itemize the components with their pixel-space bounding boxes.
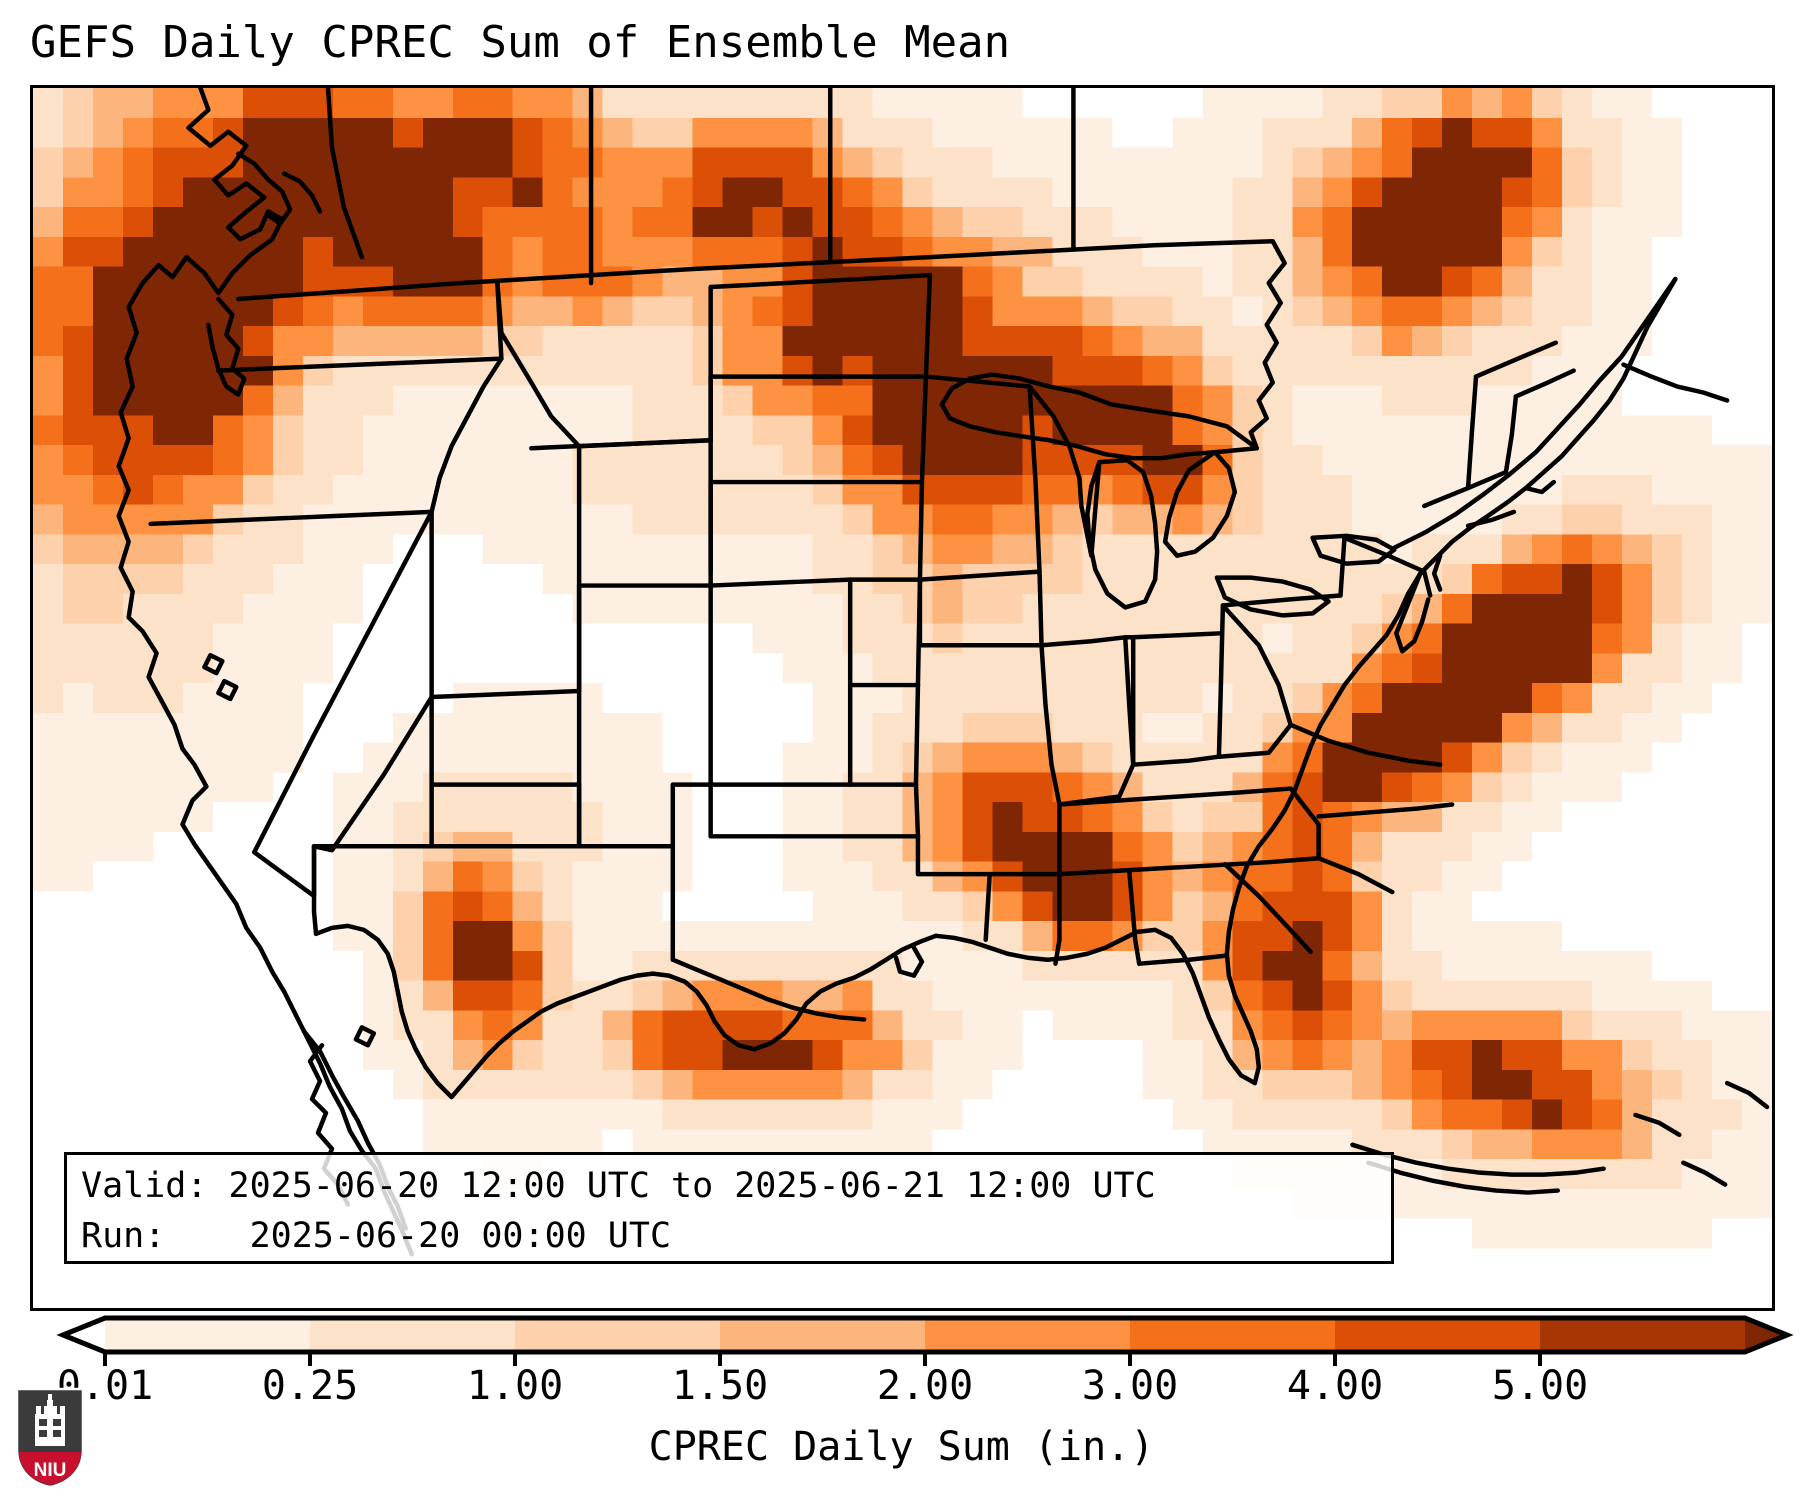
- page-title: GEFS Daily CPREC Sum of Ensemble Mean: [30, 17, 1011, 68]
- valid-time-text: Valid: 2025-06-20 12:00 UTC to 2025-06-2…: [81, 1166, 1156, 1206]
- forecast-info-box: Valid: 2025-06-20 12:00 UTC to 2025-06-2…: [64, 1152, 1394, 1264]
- colorbar-tick-marks: [103, 1352, 1542, 1366]
- colorbar-tick-label: 0.25: [261, 1363, 359, 1409]
- colorbar-under-arrow: [63, 1318, 105, 1352]
- niu-castle-windows: [39, 1419, 61, 1437]
- colorbar-tick-label: 1.50: [671, 1363, 769, 1409]
- colorbar-svg: [56, 1315, 1794, 1366]
- colorbar-tick-label: 5.00: [1491, 1363, 1589, 1409]
- colorbar-tick-label: 3.00: [1081, 1363, 1179, 1409]
- colorbar-band: [1130, 1318, 1335, 1352]
- map-panel: Valid: 2025-06-20 12:00 UTC to 2025-06-2…: [30, 85, 1775, 1311]
- map-boundaries-overlay: [116, 88, 1770, 1257]
- colorbar: [0, 1306, 1803, 1370]
- colorbar-frame: [56, 1315, 1794, 1355]
- colorbar-tick-label: 2.00: [876, 1363, 974, 1409]
- colorbar-axis-label: CPREC Daily Sum (in.): [648, 1424, 1155, 1470]
- run-time-text: Run: 2025-06-20 00:00 UTC: [81, 1216, 672, 1256]
- colorbar-band: [720, 1318, 925, 1352]
- colorbar-bands: [63, 1318, 1787, 1352]
- colorbar-band: [515, 1318, 720, 1352]
- colorbar-band: [310, 1318, 515, 1352]
- colorbar-band: [925, 1318, 1130, 1352]
- colorbar-band: [1540, 1318, 1745, 1352]
- niu-logo: NIU: [15, 1387, 85, 1489]
- colorbar-outline: [56, 1315, 1794, 1355]
- niu-logo-text: NIU: [34, 1460, 67, 1481]
- niu-shield-red-band: [19, 1452, 81, 1485]
- colorbar-tick-label: 1.00: [466, 1363, 564, 1409]
- colorbar-band: [105, 1318, 310, 1352]
- colorbar-tick-labels: 0.01 0.25 1.00 1.50 2.00 3.00 4.00 5.00: [0, 1360, 1803, 1416]
- colorbar-tick-label: 4.00: [1286, 1363, 1384, 1409]
- colorbar-over-arrow: [1745, 1318, 1787, 1352]
- coastline-and-border-paths: [116, 88, 1770, 1257]
- colorbar-band: [1335, 1318, 1540, 1352]
